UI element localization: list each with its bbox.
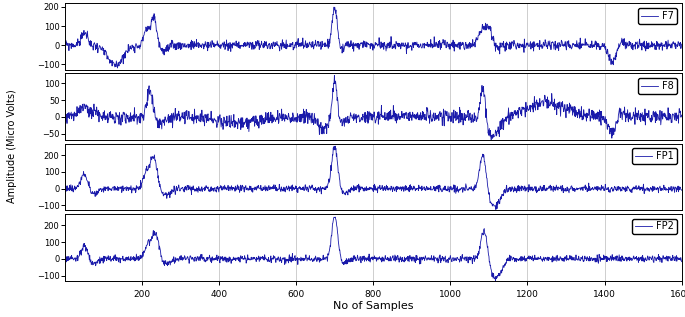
X-axis label: No of Samples: No of Samples <box>333 301 414 311</box>
Legend: FP2: FP2 <box>632 218 677 234</box>
Legend: F8: F8 <box>638 78 677 94</box>
Text: Amplitude (Micro Volts): Amplitude (Micro Volts) <box>8 89 17 203</box>
Legend: FP1: FP1 <box>632 148 677 164</box>
Legend: F7: F7 <box>638 8 677 24</box>
